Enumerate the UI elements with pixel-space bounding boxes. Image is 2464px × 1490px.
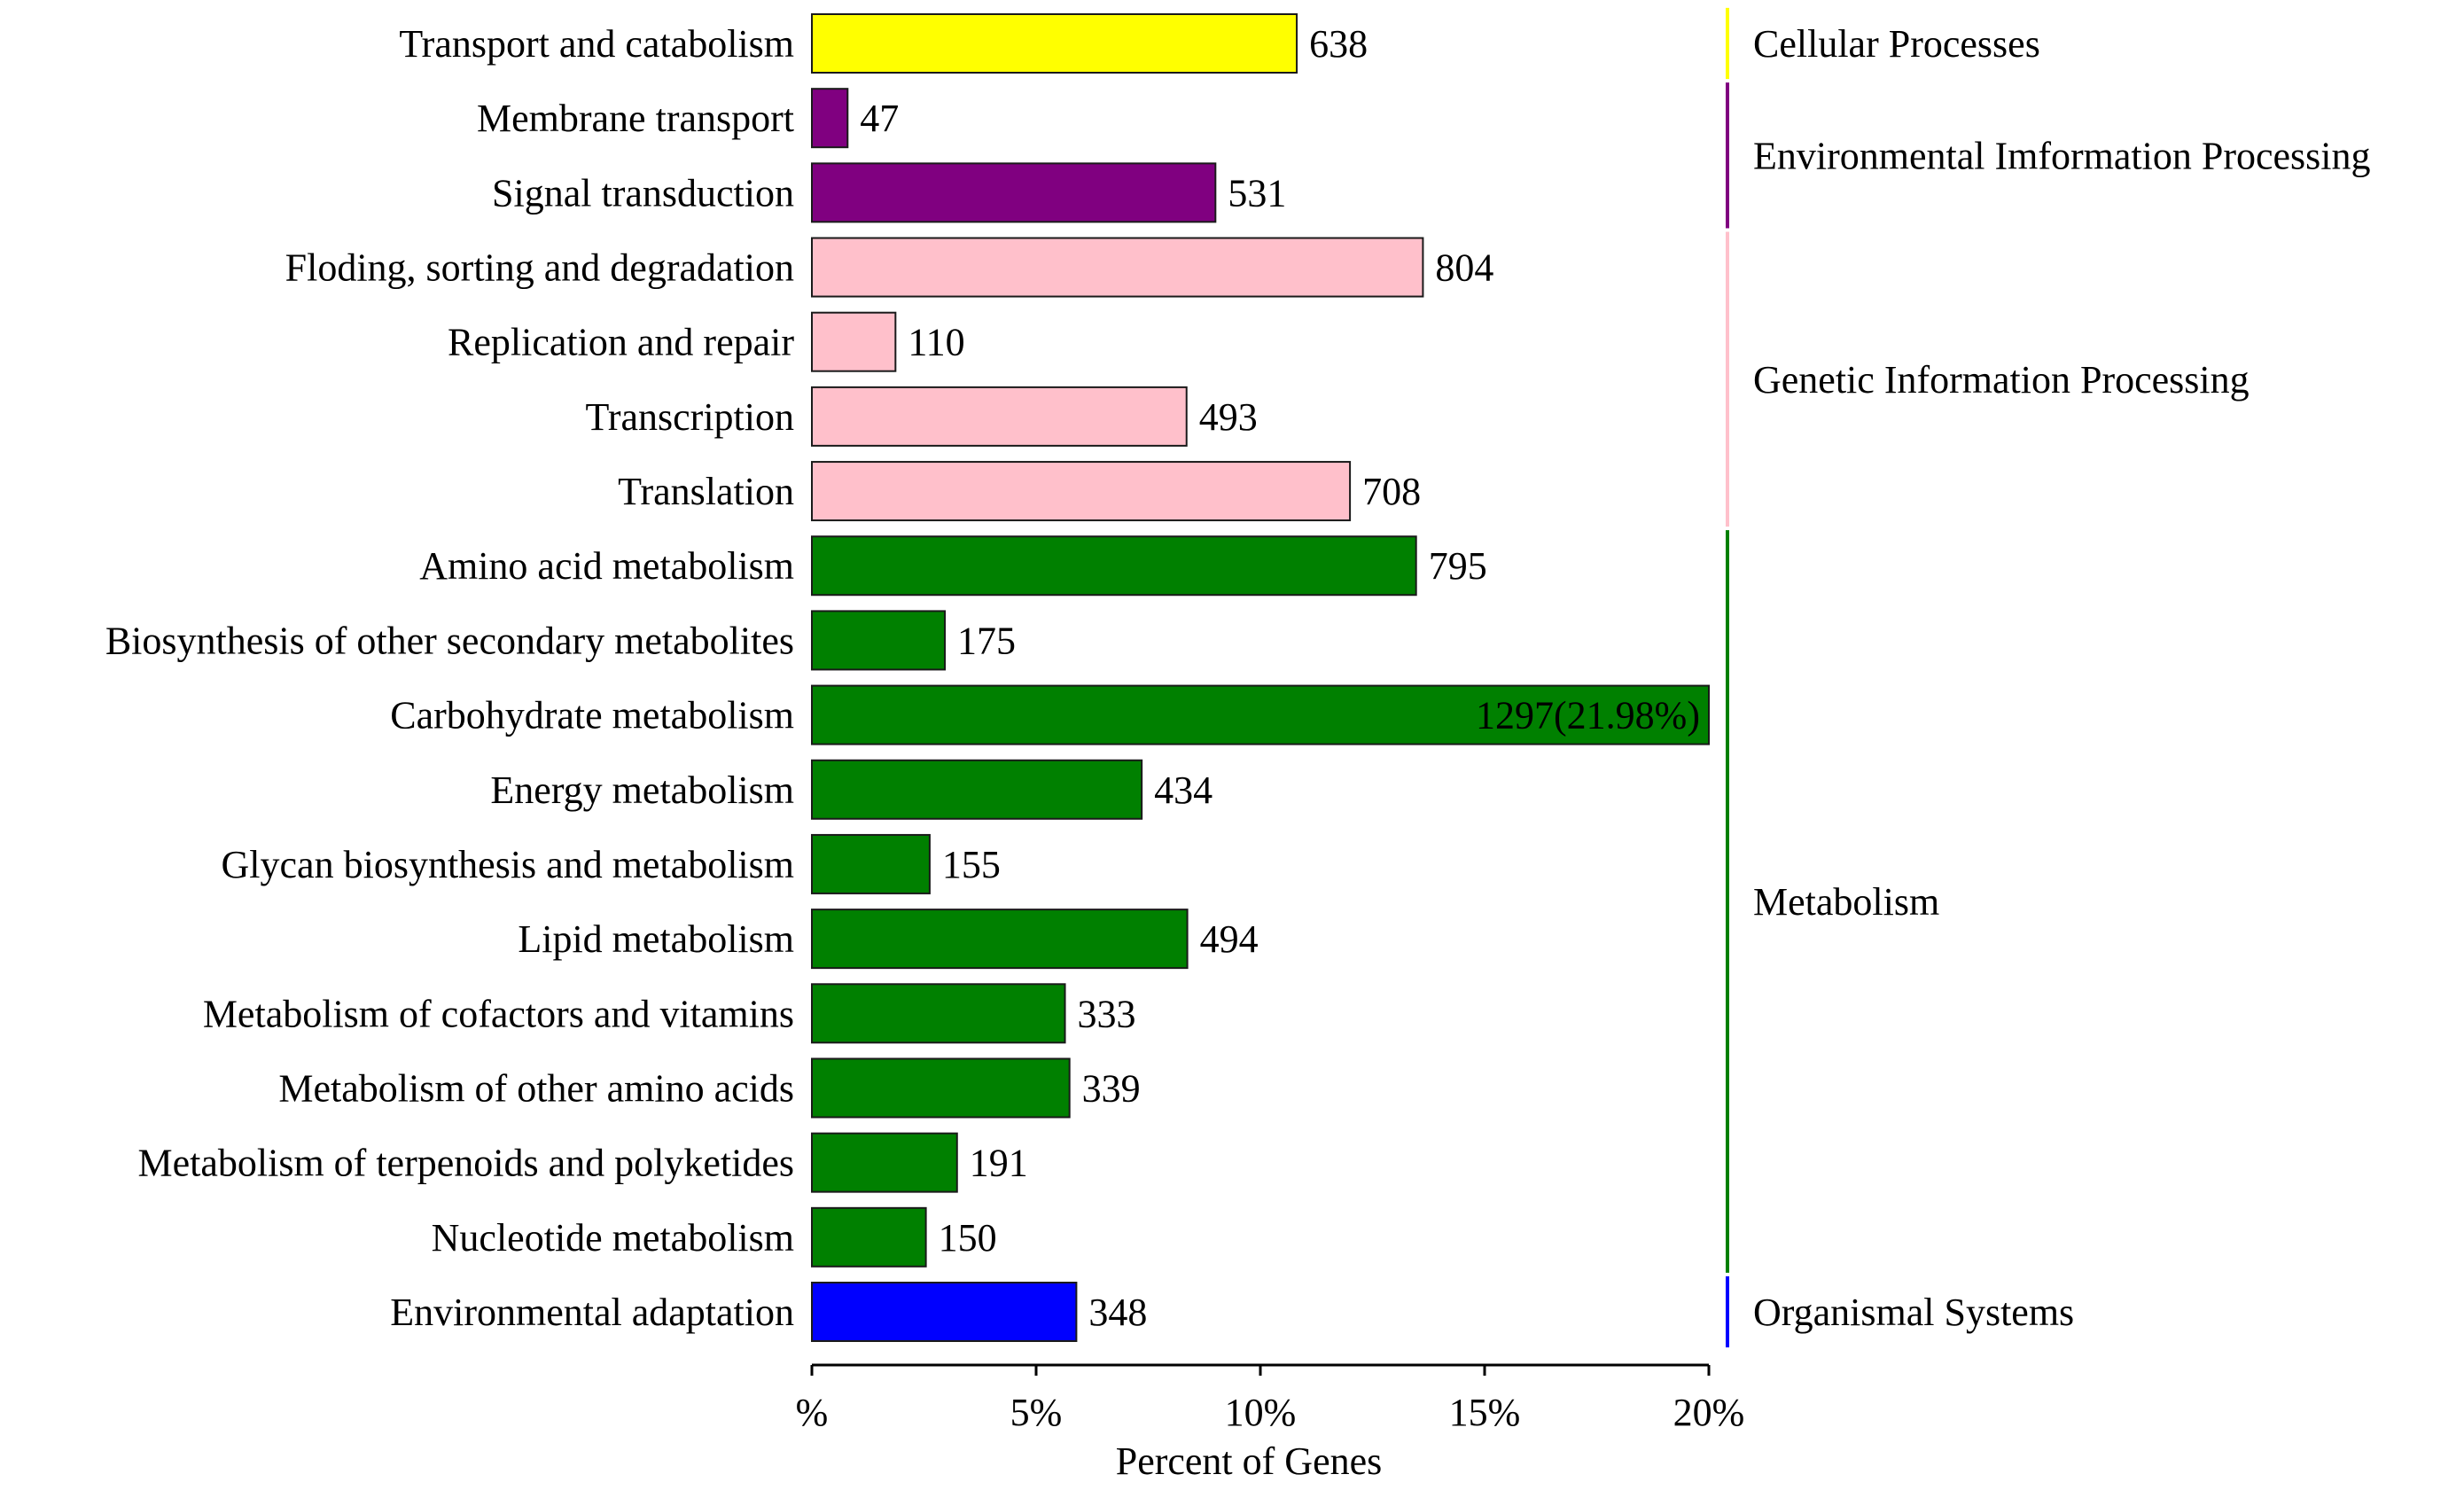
bar — [811, 684, 1710, 745]
x-axis: % 5% 10% 15% 20% — [796, 1363, 1745, 1434]
value-label: 155 — [942, 843, 1001, 886]
group-label: Genetic Information Processing — [1753, 358, 2250, 402]
value-label: 339 — [1082, 1066, 1141, 1110]
category-label: Nucleotide metabolism — [432, 1216, 794, 1260]
bars-layer — [811, 13, 1710, 1342]
value-label: 434 — [1154, 768, 1213, 812]
bar — [811, 311, 897, 372]
bar — [811, 983, 1066, 1044]
value-label: 1297(21.98%) — [1476, 694, 1700, 737]
category-label: Transport and catabolism — [399, 22, 794, 66]
bar — [811, 610, 947, 671]
category-label: Translation — [618, 470, 794, 513]
bar — [811, 535, 1417, 597]
category-label: Metabolism of cofactors and vitamins — [203, 992, 794, 1035]
group-label: Cellular Processes — [1753, 22, 2040, 66]
bar — [811, 1132, 958, 1193]
value-label: 175 — [957, 619, 1016, 662]
value-label: 348 — [1088, 1291, 1147, 1334]
value-label: 110 — [908, 321, 964, 364]
bar — [811, 759, 1143, 820]
category-label: Metabolism of terpenoids and polyketides — [137, 1142, 794, 1185]
bar — [811, 162, 1217, 223]
bar — [811, 88, 849, 149]
bar — [811, 833, 931, 894]
category-label: Floding, sorting and degradation — [285, 246, 794, 290]
category-label: Membrane transport — [477, 97, 794, 140]
bar — [811, 1057, 1071, 1119]
category-label: Replication and repair — [448, 321, 794, 364]
bar — [811, 1206, 927, 1268]
category-label: Energy metabolism — [490, 768, 794, 812]
bar — [811, 237, 1424, 298]
bar — [811, 909, 1189, 970]
group-label: Organismal Systems — [1753, 1291, 2074, 1334]
category-label: Transcription — [586, 395, 795, 439]
value-label: 150 — [939, 1216, 997, 1260]
value-label: 191 — [970, 1142, 1028, 1185]
category-label: Signal transduction — [492, 171, 794, 215]
x-tick-label: 5% — [1010, 1391, 1063, 1434]
value-label: 531 — [1228, 171, 1286, 215]
x-tick-label: % — [796, 1391, 829, 1434]
bar — [811, 13, 1298, 74]
bar — [811, 386, 1188, 447]
x-tick-label: 20% — [1673, 1391, 1745, 1434]
value-label: 333 — [1078, 992, 1136, 1035]
group-label: Environmental Imformation Processing — [1753, 134, 2371, 177]
category-labels: Transport and catabolism Membrane transpo… — [105, 22, 795, 1334]
category-label: Carbohydrate metabolism — [390, 694, 794, 737]
bar — [811, 461, 1352, 522]
value-label: 493 — [1199, 395, 1258, 439]
bar — [811, 1282, 1078, 1342]
x-tick-label: 10% — [1225, 1391, 1297, 1434]
category-label: Glycan biosynthesis and metabolism — [222, 843, 794, 886]
value-label: 804 — [1435, 246, 1493, 290]
value-label: 795 — [1429, 544, 1487, 588]
category-label: Amino acid metabolism — [419, 544, 794, 588]
group-label: Metabolism — [1753, 880, 1939, 924]
category-label: Biosynthesis of other secondary metaboli… — [105, 619, 794, 662]
value-label: 638 — [1309, 22, 1368, 66]
x-tick-label: 15% — [1449, 1391, 1521, 1434]
category-label: Metabolism of other amino acids — [278, 1066, 794, 1110]
x-axis-title: Percent of Genes — [1116, 1439, 1383, 1483]
category-label: Environmental adaptation — [390, 1291, 794, 1334]
group-brackets: Cellular Processes Environmental Imformat… — [1726, 7, 2371, 1348]
value-label: 494 — [1200, 917, 1259, 961]
value-label: 708 — [1362, 470, 1421, 513]
value-label: 47 — [860, 97, 899, 140]
category-label: Lipid metabolism — [518, 917, 794, 961]
